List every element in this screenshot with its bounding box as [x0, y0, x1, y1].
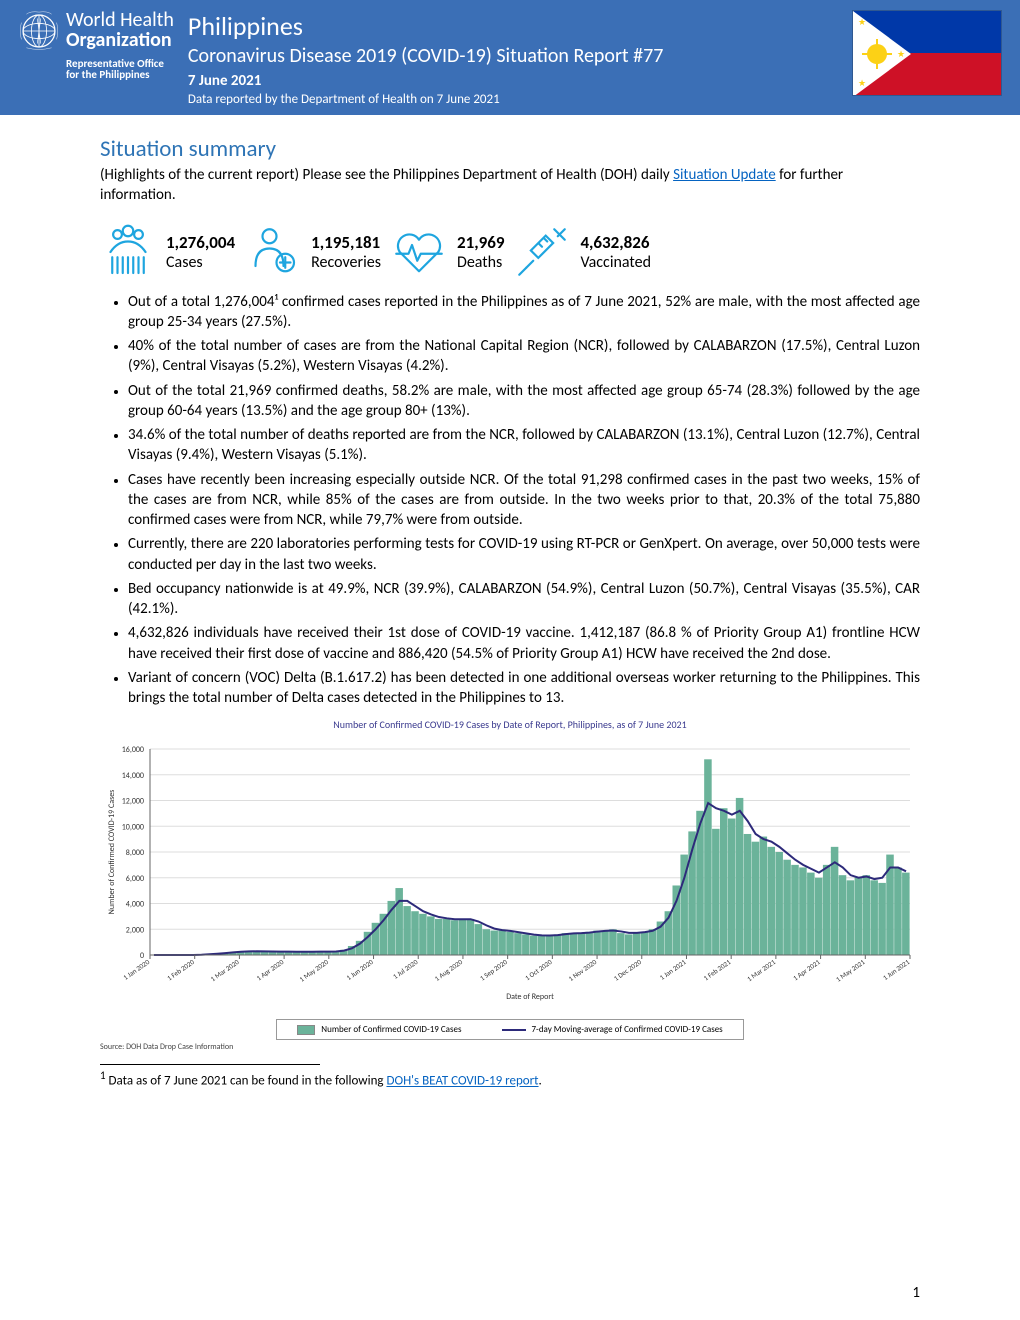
bullet-item: Out of the total 21,969 confirmed deaths… — [128, 381, 920, 422]
svg-text:14,000: 14,000 — [122, 771, 144, 781]
vaccinated-label: Vaccinated — [580, 253, 651, 272]
page-number: 1 — [912, 1284, 920, 1302]
bullet-list: Out of a total 1,276,004¹ confirmed case… — [128, 292, 920, 709]
heartbeat-icon — [391, 224, 447, 280]
svg-text:2,000: 2,000 — [126, 926, 144, 936]
chart-title: Number of Confirmed COVID-19 Cases by Da… — [100, 718, 920, 731]
legend-label-2: 7-day Moving-average of Confirmed COVID-… — [532, 1024, 723, 1035]
svg-text:12,000: 12,000 — [122, 797, 144, 807]
philippines-flag-icon: ★★★ — [852, 10, 1002, 96]
svg-text:1 Feb 2020: 1 Feb 2020 — [165, 957, 196, 983]
svg-text:1 Mar 2020: 1 Mar 2020 — [209, 957, 241, 983]
svg-text:1 Feb 2021: 1 Feb 2021 — [702, 957, 733, 983]
svg-text:1 May 2020: 1 May 2020 — [298, 957, 331, 984]
bullet-item: Out of a total 1,276,004¹ confirmed case… — [128, 292, 920, 333]
svg-text:1 Jan 2020: 1 Jan 2020 — [121, 957, 151, 982]
footnote-pre: Data as of 7 June 2021 can be found in t… — [106, 1074, 387, 1089]
report-date: 7 June 2021 — [188, 72, 838, 90]
bullet-item: Bed occupancy nationwide is at 49.9%, NC… — [128, 579, 920, 620]
recovery-icon — [245, 224, 301, 280]
country-name: Philippines — [188, 10, 838, 42]
legend-label-1: Number of Confirmed COVID-19 Cases — [321, 1024, 461, 1035]
stat-recoveries: 1,195,181 Recoveries — [245, 224, 381, 280]
svg-text:1 Jun 2021: 1 Jun 2021 — [881, 957, 912, 982]
svg-text:1 Sep 2020: 1 Sep 2020 — [478, 957, 509, 983]
intro-text-pre: (Highlights of the current report) Pleas… — [100, 166, 673, 184]
report-title: Coronavirus Disease 2019 (COVID-19) Situ… — [188, 44, 838, 68]
svg-text:1 Aug 2020: 1 Aug 2020 — [433, 957, 465, 983]
stat-vaccinated: 4,632,826 Vaccinated — [514, 224, 651, 280]
cases-chart: Number of Confirmed COVID-19 Cases by Da… — [100, 718, 920, 1052]
who-name-2: Organization — [66, 30, 174, 50]
svg-text:1 Apr 2020: 1 Apr 2020 — [255, 957, 286, 982]
svg-text:1 Jan 2021: 1 Jan 2021 — [658, 957, 688, 982]
chart-source: Source: DOH Data Drop Case Information — [100, 1042, 920, 1052]
chart-canvas: 02,0004,0006,0008,00010,00012,00014,0001… — [100, 733, 920, 1013]
svg-text:4,000: 4,000 — [126, 900, 144, 910]
footnote-rule — [100, 1064, 320, 1065]
who-emblem-icon — [18, 10, 60, 52]
cases-value: 1,276,004 — [166, 232, 235, 253]
section-heading: Situation summary — [100, 135, 920, 163]
stat-cases: 1,276,004 Cases — [100, 224, 235, 280]
report-header: World Health Organization Representative… — [0, 0, 1020, 115]
svg-text:16,000: 16,000 — [122, 745, 144, 755]
footnote-post: . — [539, 1074, 542, 1089]
svg-text:1 Dec 2020: 1 Dec 2020 — [612, 957, 643, 983]
vaccinated-value: 4,632,826 — [580, 232, 651, 253]
bullet-item: Currently, there are 220 laboratories pe… — [128, 534, 920, 575]
deaths-value: 21,969 — [457, 232, 504, 253]
svg-text:Date of Report: Date of Report — [506, 992, 554, 1002]
chart-legend: Number of Confirmed COVID-19 Cases 7-day… — [276, 1019, 743, 1040]
cases-label: Cases — [166, 253, 235, 272]
bullet-item: 40% of the total number of cases are fro… — [128, 336, 920, 377]
bullet-item: Cases have recently been increasing espe… — [128, 470, 920, 531]
legend-line: 7-day Moving-average of Confirmed COVID-… — [502, 1024, 723, 1035]
svg-text:10,000: 10,000 — [122, 823, 144, 833]
syringe-icon — [514, 224, 570, 280]
svg-text:1 Apr 2021: 1 Apr 2021 — [791, 957, 822, 982]
svg-text:1 Oct 2020: 1 Oct 2020 — [523, 957, 554, 982]
footnote: 1 Data as of 7 June 2021 can be found in… — [100, 1069, 920, 1088]
who-name-1: World Health — [66, 10, 174, 30]
footnote-link[interactable]: DOH's BEAT COVID-19 report — [386, 1074, 538, 1089]
who-logo: World Health Organization Representative… — [18, 10, 174, 80]
bullet-item: 34.6% of the total number of deaths repo… — [128, 425, 920, 466]
situation-update-link[interactable]: Situation Update — [673, 166, 776, 184]
svg-text:1 May 2021: 1 May 2021 — [834, 957, 867, 984]
legend-bars: Number of Confirmed COVID-19 Cases — [297, 1024, 461, 1035]
recoveries-label: Recoveries — [311, 253, 381, 272]
stats-row: 1,276,004 Cases 1,195,181 Recoveries — [100, 224, 920, 280]
stat-deaths: 21,969 Deaths — [391, 224, 504, 280]
recoveries-value: 1,195,181 — [311, 232, 381, 253]
svg-text:1 Jul 2020: 1 Jul 2020 — [391, 957, 420, 981]
report-source: Data reported by the Department of Healt… — [188, 92, 838, 107]
people-icon — [100, 224, 156, 280]
deaths-label: Deaths — [457, 253, 504, 272]
who-office-2: for the Philippines — [66, 69, 174, 80]
intro-paragraph: (Highlights of the current report) Pleas… — [100, 165, 920, 206]
svg-text:6,000: 6,000 — [126, 874, 144, 884]
svg-text:Number of Confirmed COVID-19 C: Number of Confirmed COVID-19 Cases — [107, 790, 117, 915]
svg-text:1 Nov 2020: 1 Nov 2020 — [567, 957, 599, 983]
svg-text:1 Jun 2020: 1 Jun 2020 — [345, 957, 376, 982]
svg-text:8,000: 8,000 — [126, 848, 144, 858]
svg-text:1 Mar 2021: 1 Mar 2021 — [745, 957, 777, 983]
bullet-item: 4,632,826 individuals have received thei… — [128, 623, 920, 664]
bullet-item: Variant of concern (VOC) Delta (B.1.617.… — [128, 668, 920, 709]
header-title-block: Philippines Coronavirus Disease 2019 (CO… — [188, 10, 838, 107]
